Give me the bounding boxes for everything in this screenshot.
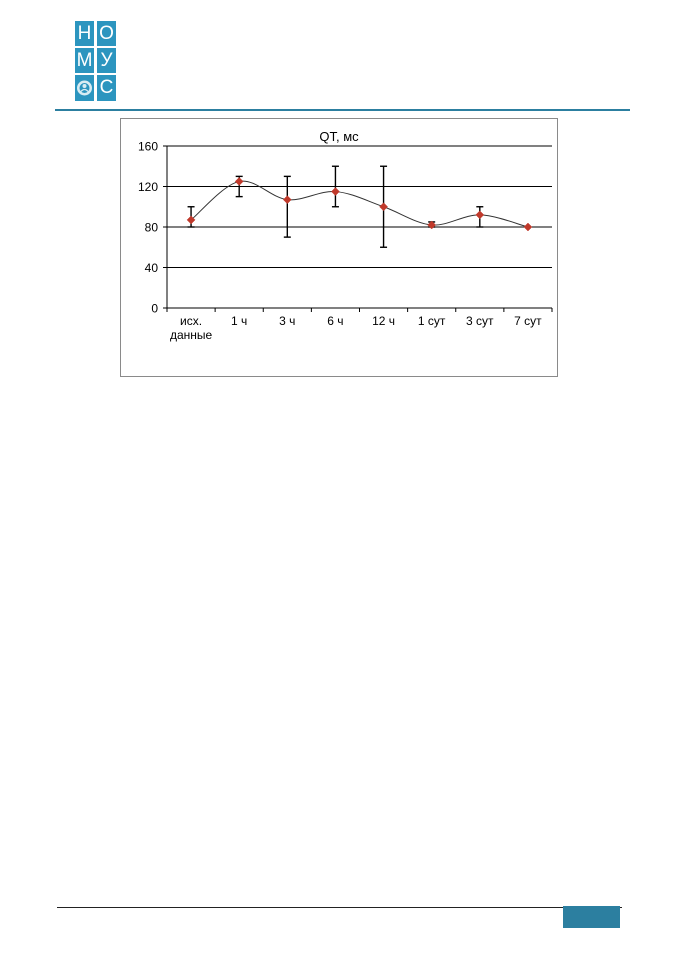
y-tick-label: 80 <box>145 221 159 235</box>
x-tick-label: 3 сут <box>466 314 494 328</box>
data-point <box>282 195 292 205</box>
x-tick-labels: исх. данные 1 ч 3 ч 6 ч 12 ч 1 сут 3 сут 7 сут <box>170 314 542 342</box>
qt-chart: QT, мс 0 40 80 120 160 исх. данные 1 ч 3 ч 6 ч 12… <box>120 118 558 377</box>
x-tick-label: исх. данные <box>170 314 213 342</box>
data-point <box>475 210 485 220</box>
header-rule <box>55 109 630 111</box>
y-tick-labels: 0 40 80 120 160 <box>138 140 158 316</box>
y-tick-label: 120 <box>138 180 158 194</box>
logo-letter-o: О <box>97 21 116 46</box>
logo-seal-icon <box>75 75 94 101</box>
data-point <box>427 220 437 230</box>
data-point <box>186 215 196 225</box>
error-bars <box>187 165 484 248</box>
logo-letter-u: У <box>97 48 116 73</box>
series-curve <box>190 180 529 228</box>
x-tick-label: 12 ч <box>372 314 395 328</box>
logo-letter-n: Н <box>75 21 94 46</box>
chart-gridlines <box>167 145 552 268</box>
x-tick-label: 1 ч <box>231 314 247 328</box>
data-point <box>523 222 533 232</box>
x-tick-label: 3 ч <box>279 314 295 328</box>
chart-plot: 0 40 80 120 160 исх. данные 1 ч 3 ч 6 ч 12 ч 1 сут… <box>138 140 553 342</box>
page-number-box <box>563 906 620 928</box>
logo-letter-m: М <box>75 48 94 73</box>
footer-rule <box>57 907 622 908</box>
logo-letter-s: С <box>97 75 116 101</box>
y-tick-label: 40 <box>145 261 159 275</box>
data-point <box>331 187 340 196</box>
nomus-logo: Н О М У С <box>75 21 117 101</box>
data-point <box>234 177 244 186</box>
y-tick-label: 160 <box>138 140 158 154</box>
error-bar <box>331 165 339 208</box>
x-tick-label: 1 сут <box>418 314 446 328</box>
x-tick-label: 6 ч <box>327 314 343 328</box>
series-markers <box>186 177 533 232</box>
error-bar <box>283 175 291 238</box>
chart-axes <box>163 145 553 312</box>
y-tick-label: 0 <box>151 302 158 316</box>
data-point <box>379 202 388 212</box>
x-tick-label: 7 сут <box>514 314 542 328</box>
chart-title: QT, мс <box>319 129 359 144</box>
series-line <box>190 180 529 228</box>
